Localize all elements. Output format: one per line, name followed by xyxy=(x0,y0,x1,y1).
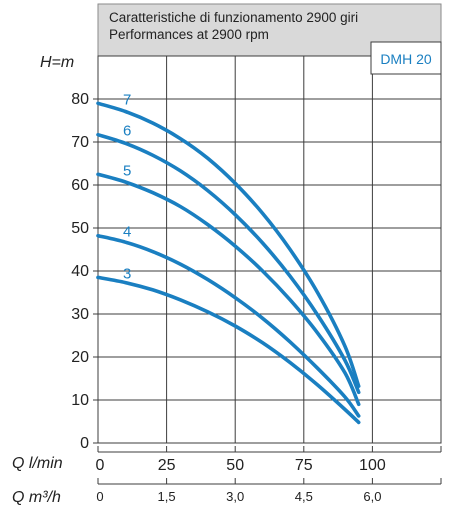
curve-label-4: 4 xyxy=(123,224,131,241)
x-axis-ticks: 0 25 50 75 100 xyxy=(96,446,442,474)
y-tick-label-0: 0 xyxy=(80,435,89,452)
x2-tick-label-4: 6,0 xyxy=(363,489,381,504)
x-axis-label: Q l/min xyxy=(12,455,63,472)
curve-label-5: 5 xyxy=(123,162,131,179)
x2-tick-label-2: 3,0 xyxy=(226,489,244,504)
curve-5 xyxy=(96,172,361,407)
x2-tick-label-1: 1,5 xyxy=(158,489,176,504)
curve-label-7: 7 xyxy=(123,91,131,108)
y-tick-label-5: 50 xyxy=(71,220,89,237)
y-tick-label-8: 80 xyxy=(71,91,89,108)
header-title-line1: Caratteristiche di funzionamento 2900 gi… xyxy=(109,10,358,25)
curve-4 xyxy=(96,233,361,418)
x-tick-label-2: 50 xyxy=(226,457,244,474)
grid-lines xyxy=(98,56,441,443)
header-title-line2: Performances at 2900 rpm xyxy=(109,27,269,42)
curves xyxy=(96,101,361,425)
y-tick-label-7: 70 xyxy=(71,134,89,151)
y-tick-label-2: 20 xyxy=(71,349,89,366)
curve-labels: 3 4 5 6 7 xyxy=(123,91,131,282)
curve-label-3: 3 xyxy=(123,265,131,282)
curve-label-6: 6 xyxy=(123,123,131,140)
x-tick-label-4: 100 xyxy=(359,457,386,474)
y-tick-label-6: 60 xyxy=(71,177,89,194)
x2-axis-ticks: 0 1,5 3,0 4,5 6,0 xyxy=(96,478,442,504)
y-tick-label-1: 10 xyxy=(71,392,89,409)
y-tick-label-3: 30 xyxy=(71,306,89,323)
curve-7 xyxy=(96,101,361,388)
model-badge xyxy=(370,41,442,75)
y-axis-ticks: 0 10 20 30 40 50 60 70 80 xyxy=(71,91,98,452)
x-tick-label-3: 75 xyxy=(295,457,313,474)
model-label: DMH 20 xyxy=(380,51,432,67)
y-axis-label: H=m xyxy=(40,54,74,71)
x2-tick-label-0: 0 xyxy=(96,489,103,504)
curve-3 xyxy=(96,275,361,425)
x2-axis-label: Q m³/h xyxy=(12,489,61,506)
y-tick-label-4: 40 xyxy=(71,263,89,280)
x2-tick-label-3: 4,5 xyxy=(295,489,313,504)
x-tick-label-0: 0 xyxy=(96,457,105,474)
x-tick-label-1: 25 xyxy=(158,457,176,474)
curve-6 xyxy=(96,132,361,395)
